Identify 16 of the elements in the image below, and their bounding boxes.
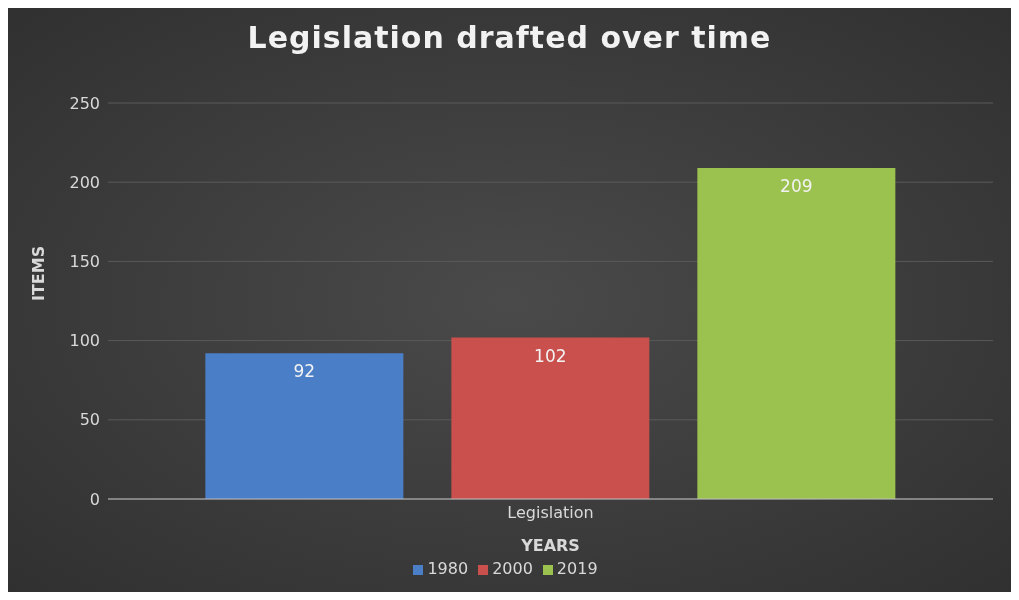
y-tick-label: 0: [89, 489, 100, 509]
y-tick-label: 250: [69, 93, 100, 113]
legend-label: 2019: [556, 559, 598, 578]
y-axis-title: ITEMS: [28, 245, 48, 301]
data-label: 92: [293, 361, 316, 382]
data-label: 102: [534, 345, 567, 366]
data-label: 209: [780, 176, 813, 197]
chart-title: Legislation drafted over time: [246, 20, 773, 55]
legend-label: 2000: [492, 559, 533, 578]
y-tick-label: 50: [79, 410, 100, 430]
y-tick-label: 100: [69, 331, 100, 351]
legend-label: 1980: [427, 559, 469, 578]
x-tick-label: Legislation: [507, 503, 594, 523]
y-tick-label: 200: [69, 172, 100, 192]
y-tick-label: 150: [69, 252, 100, 272]
x-axis-title: YEARS: [520, 536, 580, 555]
